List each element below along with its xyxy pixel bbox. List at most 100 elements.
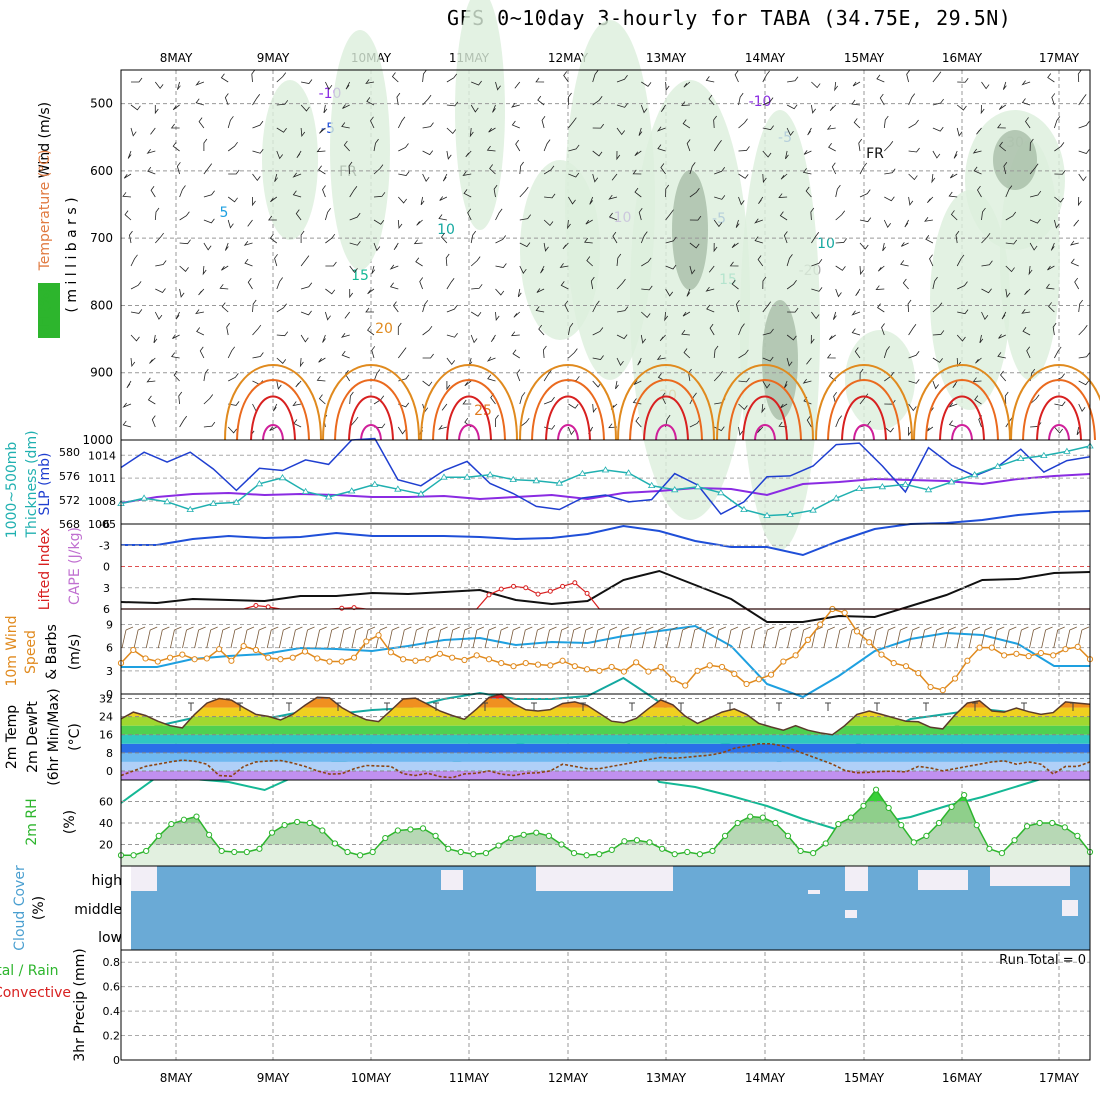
wind-barb (172, 141, 180, 152)
wind-barb (349, 265, 358, 274)
data-point (419, 825, 427, 832)
wind-barb (537, 95, 545, 106)
wind-barb (490, 334, 496, 343)
data-point (947, 478, 956, 485)
wind-barb (1017, 626, 1029, 649)
precip-legend-convective: Convective (0, 985, 71, 1001)
wind-barb (957, 281, 968, 290)
wind-barb (172, 104, 180, 111)
cloud-gap (990, 866, 1070, 886)
wind-barb (981, 81, 990, 90)
data-point (382, 834, 389, 842)
wind-barb (130, 127, 137, 137)
isotherm-35-lobe (853, 424, 875, 441)
contour-label: 20 (375, 321, 393, 337)
wind-barb (713, 345, 719, 359)
wind-barb (981, 311, 989, 321)
wind-barb (682, 311, 691, 317)
wind-barb (203, 394, 214, 405)
wind-barb (956, 334, 966, 342)
temp-band (121, 761, 1090, 771)
wind-barb (316, 147, 326, 153)
data-point (890, 659, 897, 667)
wind-barb (396, 92, 401, 106)
wind-barb (325, 311, 331, 321)
data-point (772, 819, 779, 827)
wind-barb (592, 327, 604, 336)
wind-barb (463, 189, 472, 198)
rh-shade (1000, 140, 1060, 380)
precip-tick: 0 (113, 1054, 120, 1067)
wind-barb (448, 626, 460, 649)
thickness-tick: 580 (59, 446, 80, 459)
wind-barb (348, 161, 353, 175)
wind-barb (341, 122, 350, 129)
y-tick: 3 (106, 665, 113, 678)
wind-barb (735, 300, 740, 313)
wind-barb (325, 233, 336, 244)
minmax-bar (874, 702, 880, 712)
wind-barb (495, 208, 503, 221)
y-tick: 6 (106, 642, 113, 655)
data-point (647, 481, 656, 488)
wind-barb (713, 242, 718, 253)
wind-barb (1053, 626, 1065, 649)
wind-barb (516, 369, 521, 382)
data-point (1049, 819, 1056, 827)
wind-barb (446, 332, 458, 338)
data-point (923, 832, 930, 840)
data-point (596, 667, 603, 674)
slp-tick: 1014 (88, 449, 116, 462)
wind-barb (470, 334, 478, 344)
data-point (301, 487, 310, 494)
data-point (694, 667, 701, 674)
data-point (180, 816, 188, 823)
rh-shade-dark (672, 170, 708, 290)
wind-barb (932, 126, 944, 132)
wind-barb (1073, 219, 1080, 227)
wind-barb (681, 329, 690, 336)
wind-barb (247, 219, 253, 227)
wind-barb (221, 265, 229, 271)
wind-barb (179, 415, 188, 428)
wind-barb (920, 626, 932, 649)
contour-label: 5 (220, 205, 229, 221)
wind-barb (323, 104, 328, 114)
data-point (387, 649, 394, 656)
wind-barb (738, 403, 748, 411)
wind-barb (1024, 288, 1031, 296)
data-point (797, 847, 804, 855)
wind-barb (957, 309, 969, 315)
wind-barb (227, 426, 237, 434)
cloud-gap (131, 866, 157, 891)
wind-barb (486, 356, 496, 362)
rh-band (121, 801, 1090, 823)
wind-barb (586, 256, 593, 267)
wind-barb (295, 209, 302, 221)
data-point (633, 659, 640, 666)
upper-air-ylabel: RH (%) (37, 288, 53, 337)
wind-barb (349, 289, 354, 299)
data-point (998, 850, 1006, 857)
data-point (847, 814, 854, 821)
wind-barb (542, 345, 547, 359)
wind-barb (999, 141, 1007, 152)
wind-barb (981, 288, 992, 294)
data-point (532, 477, 540, 484)
wind-barb (617, 626, 630, 649)
wind-barb (292, 172, 302, 178)
wind-barb (1029, 163, 1039, 175)
data-point (1061, 824, 1068, 831)
wind-barb (998, 334, 1006, 339)
isotherm-FR (120, 569, 1091, 623)
data-point (407, 826, 414, 833)
wind-barb (469, 127, 474, 138)
wind-barb (1054, 401, 1066, 407)
wind-barb (145, 626, 158, 649)
data-point (535, 591, 541, 597)
wind-barb (832, 311, 837, 320)
data-point (394, 485, 402, 492)
cloud-level-label: high (91, 873, 122, 889)
wind-barb (496, 626, 509, 649)
wind-barb (948, 191, 958, 198)
